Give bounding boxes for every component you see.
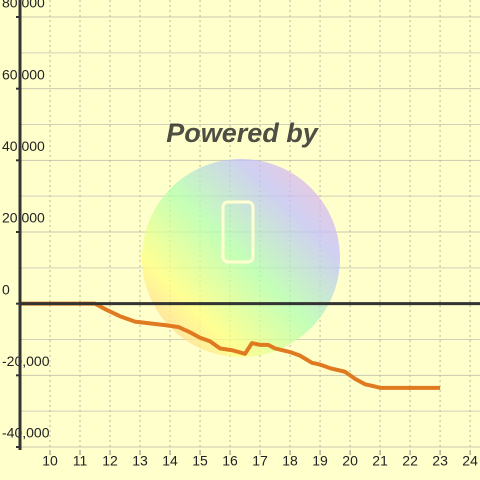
y-tick-label: 0 <box>2 281 10 297</box>
x-tick-label: 21 <box>372 453 388 469</box>
watermark-icon <box>221 200 255 264</box>
watermark-text: Powered by <box>166 118 320 148</box>
x-tick-label: 12 <box>102 453 118 469</box>
x-tick-label: 10 <box>42 453 58 469</box>
x-tick-label: 15 <box>192 453 208 469</box>
x-tick-label: 18 <box>282 453 298 469</box>
x-tick-label: 16 <box>222 453 238 469</box>
y-tick-label: 40,000 <box>2 138 45 154</box>
x-tick-label: 13 <box>132 453 148 469</box>
y-tick-label: 80,000 <box>2 0 45 11</box>
watermark-logo <box>142 159 340 357</box>
data-line <box>20 301 441 390</box>
y-tick-label: 20,000 <box>2 210 45 226</box>
x-tick-label: 23 <box>432 453 448 469</box>
x-tick-label: 24 <box>462 453 478 469</box>
x-tick-label: 14 <box>162 453 178 469</box>
plot <box>20 301 441 390</box>
y-tick-label: 60,000 <box>2 66 45 82</box>
x-tick-label: 19 <box>312 453 328 469</box>
y-tick-label: -40,000 <box>2 425 50 441</box>
y-tick-label: -20,000 <box>2 353 50 369</box>
x-tick-label: 20 <box>342 453 358 469</box>
x-tick-label: 11 <box>73 453 88 469</box>
x-tick-label: 17 <box>252 453 268 469</box>
x-tick-label: 22 <box>402 453 418 469</box>
